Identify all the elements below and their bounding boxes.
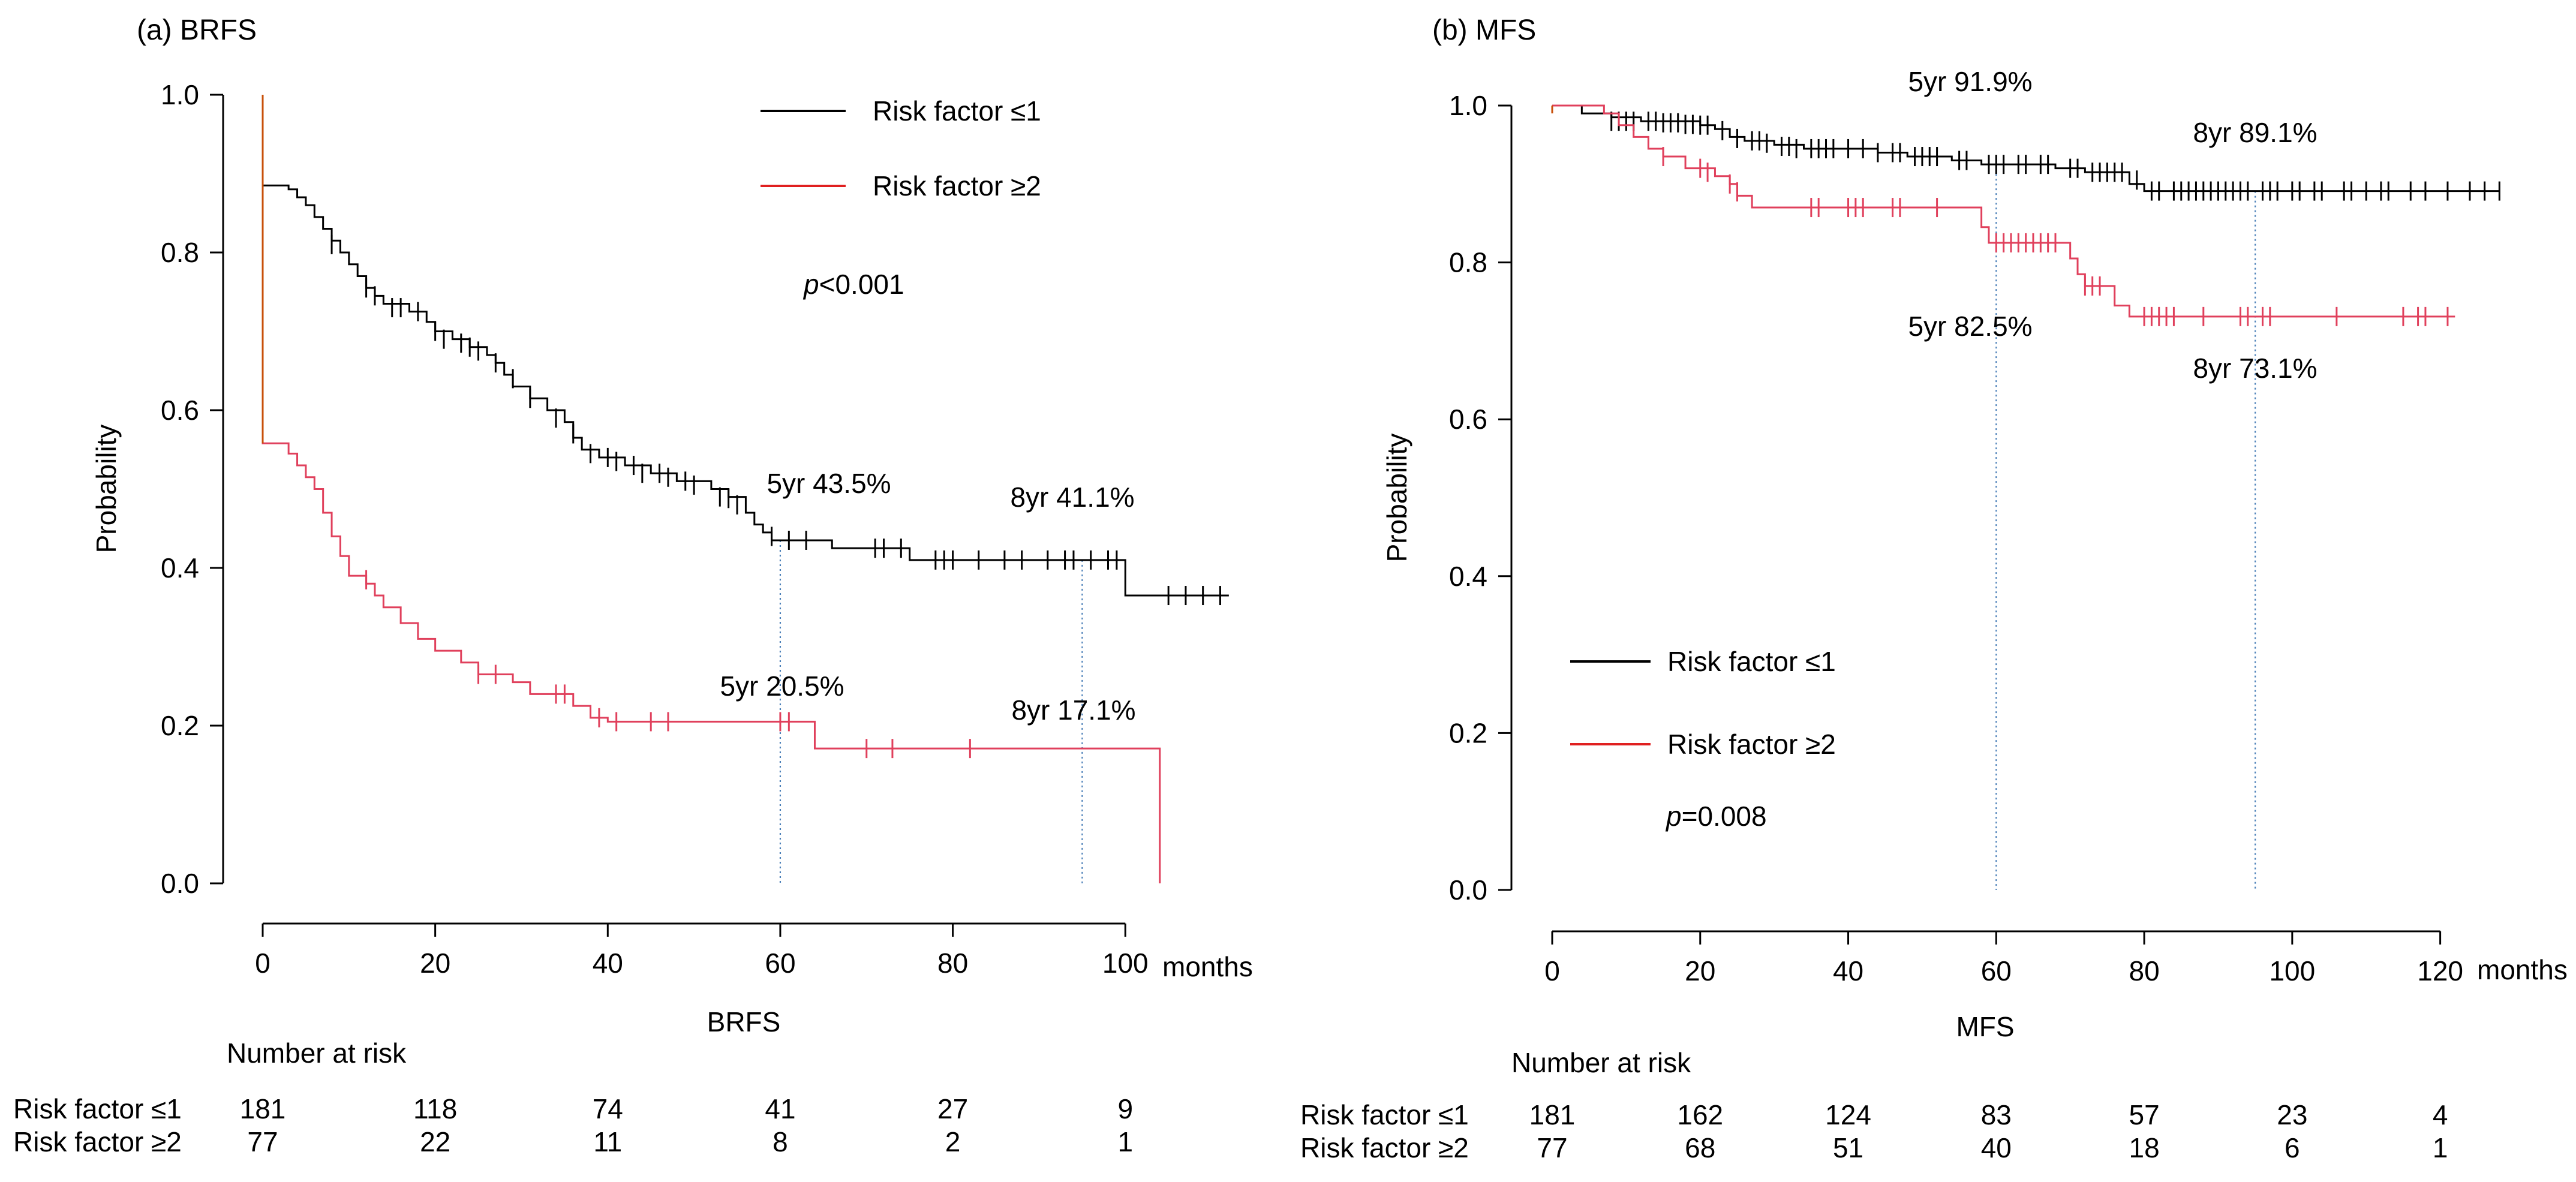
survival-curve-high-risk xyxy=(1552,104,2455,318)
at-risk-count: 74 xyxy=(593,1093,623,1124)
at-risk-count: 162 xyxy=(1677,1099,1723,1130)
x-axis-unit: months xyxy=(1162,951,1253,982)
legend-label: Risk factor ≤1 xyxy=(1667,646,1836,677)
y-tick-label: 0.8 xyxy=(161,237,199,268)
landmark-label: 8yr 89.1% xyxy=(2193,117,2317,148)
p-value-number: =0.008 xyxy=(1682,801,1767,832)
landmark-label: 8yr 41.1% xyxy=(1010,482,1134,513)
at-risk-count: 181 xyxy=(240,1093,286,1124)
y-axis-label: Probability xyxy=(1381,434,1412,563)
at-risk-row-label: Risk factor ≥2 xyxy=(1300,1132,1469,1163)
x-tick-label: 100 xyxy=(2269,955,2315,986)
at-risk-row-label: Risk factor ≥2 xyxy=(13,1126,182,1157)
p-value-number: <0.001 xyxy=(819,269,904,300)
legend-label: Risk factor ≤1 xyxy=(873,95,1041,127)
at-risk-count: 2 xyxy=(945,1126,961,1157)
x-tick-label: 40 xyxy=(1833,955,1863,986)
at-risk-count: 4 xyxy=(2433,1099,2448,1130)
x-tick-label: 20 xyxy=(1685,955,1715,986)
at-risk-count: 77 xyxy=(1537,1132,1567,1163)
landmark-label: 5yr 20.5% xyxy=(720,670,844,702)
x-tick-label: 100 xyxy=(1102,948,1149,979)
at-risk-count: 77 xyxy=(247,1126,278,1157)
at-risk-count: 11 xyxy=(593,1126,622,1157)
y-tick-label: 0.2 xyxy=(161,710,199,741)
x-tick-label: 0 xyxy=(255,948,270,979)
survival-curve-high-risk xyxy=(261,95,1161,883)
x-axis-unit: months xyxy=(2477,954,2568,985)
y-tick-label: 0.4 xyxy=(161,552,199,584)
at-risk-count: 8 xyxy=(773,1126,788,1157)
y-tick-label: 0.0 xyxy=(1449,874,1487,906)
landmark-label: 5yr 91.9% xyxy=(1908,66,2032,97)
at-risk-count: 6 xyxy=(2285,1132,2300,1163)
at-risk-count: 9 xyxy=(1117,1093,1133,1124)
chart-title: (b) MFS xyxy=(1432,14,1536,46)
x-tick-label: 60 xyxy=(1981,955,2012,986)
y-tick-label: 1.0 xyxy=(161,79,199,110)
landmark-label: 8yr 17.1% xyxy=(1011,694,1135,726)
p-value-symbol: p xyxy=(802,269,819,300)
survival-curve-low-risk xyxy=(261,95,1229,597)
at-risk-title: Number at risk xyxy=(227,1037,407,1069)
x-tick-label: 120 xyxy=(2417,955,2463,986)
landmark-label: 8yr 73.1% xyxy=(2193,353,2317,384)
x-tick-label: 60 xyxy=(765,948,795,979)
p-value-symbol: p xyxy=(1665,801,1682,832)
at-risk-count: 83 xyxy=(1981,1099,2012,1130)
at-risk-count: 22 xyxy=(420,1126,450,1157)
at-risk-row-label: Risk factor ≤1 xyxy=(1300,1099,1469,1130)
x-tick-label: 40 xyxy=(593,948,623,979)
at-risk-count: 181 xyxy=(1529,1099,1576,1130)
landmark-label: 5yr 82.5% xyxy=(1908,311,2032,342)
legend-label: Risk factor ≥2 xyxy=(873,170,1041,201)
x-axis-label: MFS xyxy=(1956,1011,2014,1042)
at-risk-count: 51 xyxy=(1833,1132,1863,1163)
y-tick-label: 0.6 xyxy=(161,395,199,426)
at-risk-title: Number at risk xyxy=(1511,1047,1691,1078)
at-risk-count: 41 xyxy=(765,1093,795,1124)
at-risk-count: 18 xyxy=(2129,1132,2159,1163)
at-risk-count: 118 xyxy=(413,1093,457,1124)
y-axis-label: Probability xyxy=(91,425,122,554)
at-risk-count: 68 xyxy=(1685,1132,1715,1163)
at-risk-count: 27 xyxy=(937,1093,968,1124)
at-risk-count: 124 xyxy=(1825,1099,1871,1130)
x-tick-label: 80 xyxy=(2129,955,2159,986)
y-tick-label: 0.2 xyxy=(1449,717,1487,748)
p-value: p=0.008 xyxy=(1665,801,1767,832)
x-tick-label: 20 xyxy=(420,948,450,979)
at-risk-count: 23 xyxy=(2277,1099,2307,1130)
legend-label: Risk factor ≥2 xyxy=(1667,729,1836,760)
x-axis-label: BRFS xyxy=(707,1006,781,1037)
y-tick-label: 0.6 xyxy=(1449,404,1487,435)
x-tick-label: 0 xyxy=(1544,955,1560,986)
at-risk-count: 1 xyxy=(2433,1132,2448,1163)
y-tick-label: 0.0 xyxy=(161,868,199,899)
survival-curve-low-risk xyxy=(1552,104,2500,193)
chart-mfs: (b) MFS 0.0 0.2 0.4 0.6 0.8 1.0 0 20 40 60 80 100 120… xyxy=(1300,14,2568,1163)
p-value: p<0.001 xyxy=(802,269,904,300)
at-risk-count: 57 xyxy=(2129,1099,2159,1130)
at-risk-count: 1 xyxy=(1117,1126,1133,1157)
at-risk-row-label: Risk factor ≤1 xyxy=(13,1093,182,1124)
chart-title: (a) BRFS xyxy=(137,14,257,46)
y-tick-label: 0.8 xyxy=(1449,247,1487,278)
x-tick-label: 80 xyxy=(937,948,968,979)
y-tick-label: 0.4 xyxy=(1449,561,1487,592)
chart-brfs: (a) BRFS 0.0 0.2 0.4 0.6 0.8 1.0 0 20 40 60 80 100 mo… xyxy=(13,14,1253,1157)
at-risk-count: 40 xyxy=(1981,1132,2012,1163)
y-tick-label: 1.0 xyxy=(1449,90,1487,121)
landmark-label: 5yr 43.5% xyxy=(767,468,891,499)
